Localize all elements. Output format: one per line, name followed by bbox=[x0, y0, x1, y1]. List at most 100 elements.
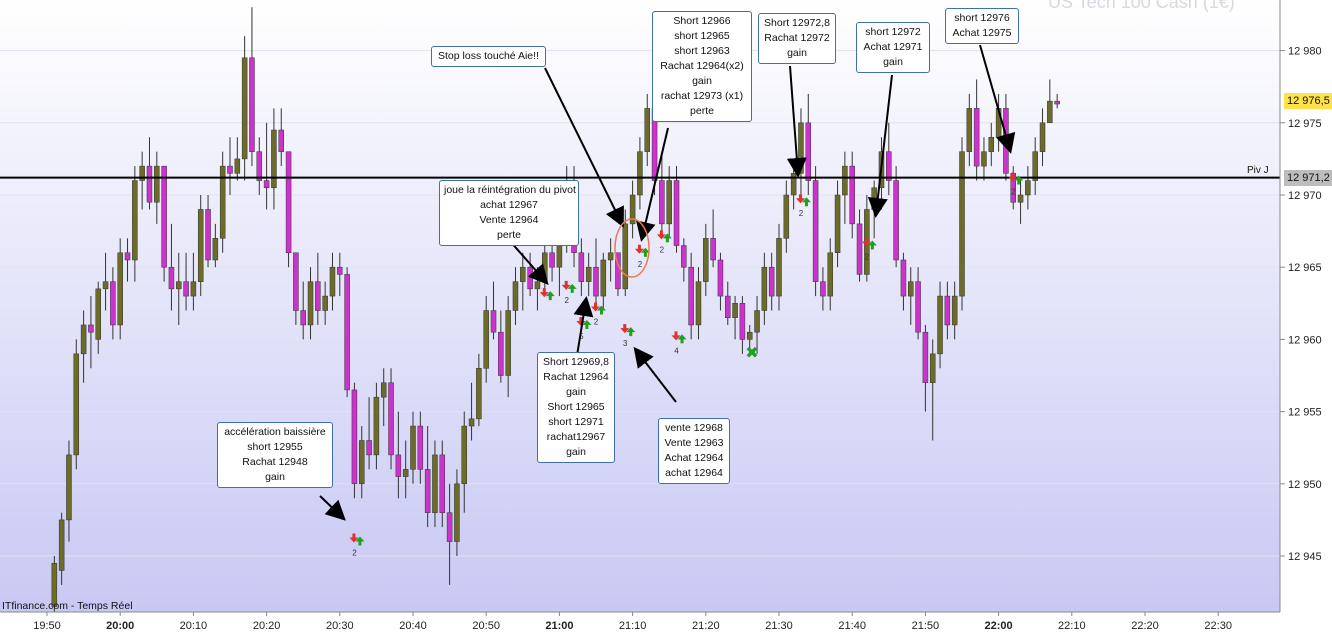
candle bbox=[842, 151, 848, 224]
candle bbox=[915, 267, 921, 340]
pivot-label: Piv J bbox=[1247, 165, 1269, 176]
candle-body bbox=[432, 454, 438, 513]
candle-body bbox=[73, 353, 80, 456]
candle-body bbox=[80, 324, 87, 355]
trade-marker: 2 bbox=[861, 237, 877, 262]
candle bbox=[95, 281, 101, 354]
candle-body bbox=[102, 281, 109, 290]
trade-count-label: 2 bbox=[594, 318, 599, 327]
annotation-stop-loss[interactable]: Stop loss touché Aie!! bbox=[431, 46, 546, 67]
candle bbox=[344, 267, 350, 398]
candle-body bbox=[966, 108, 973, 152]
buy-arrow-icon bbox=[867, 240, 877, 250]
candle-body bbox=[1039, 122, 1046, 152]
annotation-arrow bbox=[544, 67, 624, 228]
candle-body bbox=[117, 252, 123, 326]
x-tick-label: 21:40 bbox=[838, 620, 866, 632]
candle-body bbox=[322, 295, 328, 311]
annotation-short-12976[interactable]: short 12976 Achat 12975 bbox=[945, 8, 1019, 44]
annotation-vente-12968[interactable]: vente 12968 Vente 12963 Achat 12964 acha… bbox=[658, 418, 730, 484]
y-tick-label: 12 975 bbox=[1288, 118, 1322, 130]
x-tick-label: 22:30 bbox=[1204, 620, 1232, 632]
candle bbox=[256, 137, 263, 195]
candle bbox=[439, 440, 446, 528]
candle-body bbox=[249, 57, 255, 152]
candle bbox=[88, 296, 94, 369]
candle bbox=[315, 252, 321, 325]
candle bbox=[593, 238, 599, 311]
candle-body bbox=[329, 266, 336, 297]
candle bbox=[241, 36, 248, 181]
annotation-line: gain bbox=[787, 47, 807, 59]
candle-body bbox=[454, 483, 460, 542]
candle-body bbox=[629, 194, 636, 225]
candle-body bbox=[1032, 151, 1038, 181]
candle-body bbox=[205, 209, 211, 261]
candle bbox=[812, 166, 819, 297]
candle-body bbox=[746, 331, 753, 340]
plot-background bbox=[0, 0, 1280, 612]
candle-body bbox=[922, 331, 929, 383]
x-tick-label: 20:10 bbox=[180, 620, 208, 632]
sell-arrow-icon bbox=[576, 316, 586, 326]
candle bbox=[834, 180, 841, 268]
x-axis-panel bbox=[0, 612, 1332, 632]
candle-body bbox=[417, 425, 424, 470]
candle-body bbox=[900, 259, 907, 297]
buy-arrow-icon bbox=[801, 197, 811, 207]
annotation-acceleration-baissiere[interactable]: accélération baissière short 12955 Racha… bbox=[217, 422, 333, 488]
candle bbox=[51, 556, 58, 614]
trade-marker: 3 bbox=[620, 324, 636, 348]
candle-body bbox=[673, 180, 680, 246]
candle bbox=[622, 209, 629, 297]
annotation-short-12966[interactable]: Short 12966 short 12965 short 12963 Rach… bbox=[652, 11, 752, 122]
trade-marker: 4 bbox=[671, 331, 687, 355]
candle-body bbox=[886, 151, 892, 181]
candle-body bbox=[856, 223, 863, 275]
candle bbox=[644, 93, 650, 167]
trade-count-label: 3 bbox=[623, 339, 628, 348]
annotation-short-12972[interactable]: short 12972 Achat 12971 gain bbox=[856, 22, 930, 73]
candle bbox=[849, 151, 855, 239]
candle bbox=[820, 267, 826, 311]
candle-body bbox=[659, 180, 665, 225]
x-tick-label: 20:00 bbox=[106, 620, 134, 632]
annotation-line: rachat12967 bbox=[546, 431, 606, 443]
annotation-reintegration-pivot[interactable]: joue la réintégration du pivot achat 129… bbox=[439, 180, 579, 246]
candle bbox=[190, 252, 197, 311]
annotation-short-12972-8[interactable]: Short 12972,8 Rachat 12972 gain bbox=[758, 13, 836, 64]
candle-body bbox=[644, 108, 650, 152]
candle bbox=[454, 469, 460, 556]
candle bbox=[732, 296, 738, 340]
candle-body bbox=[637, 151, 643, 196]
annotation-line: Rachat 12964(x2) bbox=[660, 60, 744, 72]
annotation-line: rachat 12973 (x1) bbox=[660, 90, 744, 102]
candle-body bbox=[95, 288, 101, 340]
candle-body bbox=[498, 331, 504, 376]
candle-body bbox=[359, 440, 365, 485]
candle-body bbox=[812, 180, 819, 282]
candle-body bbox=[988, 136, 995, 152]
y-tick-label: 12 965 bbox=[1288, 262, 1322, 274]
trade-marker: 2 bbox=[795, 194, 811, 218]
annotation-line: short 12965 bbox=[674, 30, 730, 42]
candle bbox=[395, 411, 402, 499]
buy-arrow-icon bbox=[677, 334, 687, 344]
annotation-short-12969-8[interactable]: Short 12969,8 Rachat 12964 gain Short 12… bbox=[537, 352, 615, 463]
candle-body bbox=[424, 469, 431, 513]
sell-arrow-icon bbox=[634, 244, 644, 254]
annotation-line: Vente 12964 bbox=[479, 214, 539, 226]
sell-arrow-icon bbox=[539, 288, 549, 298]
candle-body bbox=[241, 57, 248, 160]
sell-arrow-icon bbox=[591, 302, 600, 312]
y-tick-label: 12 960 bbox=[1288, 334, 1322, 346]
candle-body bbox=[263, 180, 270, 189]
candle bbox=[432, 440, 438, 528]
annotation-line: gain bbox=[566, 386, 586, 398]
candle-body bbox=[234, 158, 241, 174]
candle bbox=[300, 281, 306, 340]
candle bbox=[578, 238, 585, 297]
candle-body bbox=[607, 252, 614, 261]
candle-body bbox=[776, 238, 782, 297]
